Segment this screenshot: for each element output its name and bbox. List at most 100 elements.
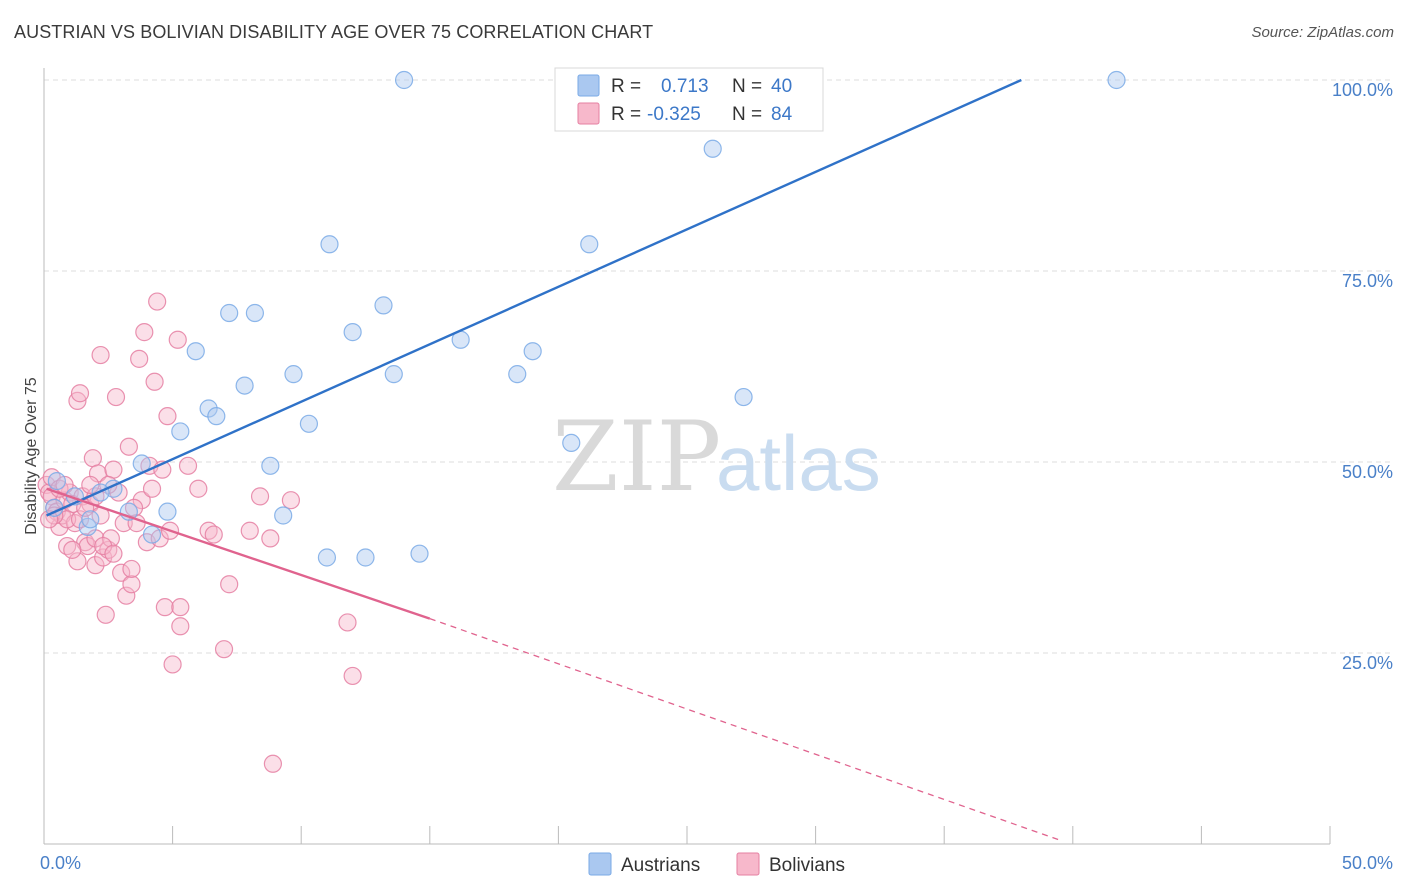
correlation-legend: R = 0.713 N = 40 R = -0.325 N = 84	[554, 67, 824, 132]
point-austrians-11	[220, 303, 239, 323]
point-austrians-9	[199, 399, 218, 418]
x-tick-label-1: 50.0%	[1342, 853, 1393, 873]
point-bolivians-35	[119, 437, 138, 456]
legend-swatch-austrians	[577, 74, 600, 97]
point-austrians-16	[284, 365, 303, 384]
legend-n-label-bolivians: N =	[732, 104, 762, 125]
point-bolivians-44	[142, 479, 162, 498]
legend-r-label-austrians: R =	[611, 76, 641, 97]
axes	[43, 68, 1331, 845]
point-austrians-24	[394, 70, 414, 90]
legend-swatch-bolivians	[577, 102, 600, 125]
point-bolivians-72	[70, 510, 90, 529]
point-austrians-13	[245, 303, 265, 323]
legend-n-label-austrians: N =	[732, 76, 762, 97]
point-austrians-6	[158, 502, 177, 521]
chart-title: AUSTRIAN VS BOLIVIAN DISABILITY AGE OVER…	[14, 22, 654, 42]
point-austrians-21	[356, 548, 375, 567]
point-bolivians-67	[338, 613, 357, 632]
y-tick-label-0: 25.0%	[1342, 653, 1393, 673]
point-bolivians-20	[86, 556, 105, 575]
point-bolivians-32	[112, 563, 131, 582]
y-tick-label-3: 100.0%	[1332, 80, 1393, 100]
point-bolivians-37	[122, 559, 141, 579]
legend-r-value-bolivians: -0.325	[647, 104, 701, 125]
point-bolivians-24	[91, 345, 110, 365]
point-austrians-27	[508, 365, 527, 384]
point-bolivians-19	[83, 449, 102, 468]
legend-r-value-austrians: 0.713	[661, 76, 709, 97]
point-austrians-19	[320, 235, 339, 254]
point-austrians-30	[580, 235, 599, 254]
data-points	[37, 70, 1126, 773]
trend-line-austrians	[46, 78, 1022, 517]
legend-box	[554, 67, 824, 132]
point-bolivians-29	[104, 460, 123, 479]
x-tick-label-0: 0.0%	[40, 853, 81, 873]
point-bolivians-60	[214, 640, 234, 659]
point-bolivians-28	[101, 529, 120, 548]
point-bolivians-14	[70, 384, 90, 403]
point-austrians-23	[384, 365, 403, 384]
point-bolivians-49	[155, 598, 174, 617]
point-austrians-35	[1107, 70, 1126, 90]
series-legend-swatch-bolivians	[736, 852, 760, 876]
series-legend-bolivians: Bolivians	[769, 855, 845, 876]
point-bolivians-39	[130, 349, 149, 368]
grid-lines	[44, 79, 1392, 654]
point-bolivians-46	[148, 292, 167, 311]
point-bolivians-34	[117, 586, 136, 605]
y-axis-label: Disability Age Over 75	[23, 377, 40, 535]
y-tick-label-2: 75.0%	[1342, 271, 1393, 291]
y-tick-label-1: 50.0%	[1342, 462, 1393, 482]
point-bolivians-61	[220, 575, 239, 594]
point-austrians-20	[343, 323, 362, 342]
point-austrians-14	[261, 456, 280, 475]
point-bolivians-63	[250, 487, 270, 506]
y-tick-labels: 25.0% 50.0% 75.0% 100.0%	[1332, 80, 1393, 673]
point-bolivians-52	[163, 655, 182, 674]
source-label: Source: ZipAtlas.com	[1251, 24, 1394, 41]
point-bolivians-45	[145, 372, 164, 391]
point-austrians-7	[171, 422, 190, 441]
point-austrians-5	[142, 525, 162, 544]
point-austrians-29	[562, 433, 581, 452]
point-bolivians-55	[171, 598, 190, 617]
point-bolivians-5	[50, 517, 69, 537]
point-bolivians-78	[40, 510, 59, 529]
legend-n-value-austrians: 40	[771, 76, 792, 97]
point-bolivians-17	[78, 536, 97, 556]
point-bolivians-53	[168, 330, 187, 349]
point-bolivians-81	[104, 544, 123, 563]
point-austrians-10	[207, 407, 226, 426]
point-bolivians-41	[135, 323, 154, 342]
legend-n-value-bolivians: 84	[771, 104, 793, 125]
trend-line-dashed-bolivians	[429, 618, 1061, 841]
point-austrians-28	[523, 342, 542, 361]
point-bolivians-57	[189, 479, 208, 498]
point-bolivians-40	[132, 491, 151, 510]
watermark: ZIP atlas	[552, 401, 881, 513]
point-austrians-22	[374, 296, 393, 315]
point-austrians-25	[410, 544, 429, 563]
point-austrians-12	[235, 376, 254, 395]
series-legend-austrians: Austrians	[621, 855, 700, 876]
point-bolivians-68	[343, 666, 362, 686]
point-bolivians-64	[261, 529, 280, 548]
point-bolivians-26	[96, 605, 115, 624]
point-bolivians-79	[63, 540, 82, 559]
point-bolivians-12	[68, 552, 87, 571]
point-bolivians-36	[122, 575, 141, 594]
point-austrians-15	[274, 506, 293, 525]
point-austrians-0	[47, 472, 66, 491]
legend-r-label-bolivians: R =	[611, 104, 641, 125]
x-tick-labels: 0.0% 50.0%	[40, 853, 1393, 873]
watermark-zip: ZIP	[552, 401, 721, 513]
point-bolivians-30	[106, 387, 126, 407]
point-bolivians-54	[171, 617, 190, 636]
point-austrians-33	[734, 387, 753, 407]
point-bolivians-75	[94, 536, 113, 556]
watermark-atlas: atlas	[716, 419, 881, 507]
point-austrians-37	[81, 510, 100, 529]
